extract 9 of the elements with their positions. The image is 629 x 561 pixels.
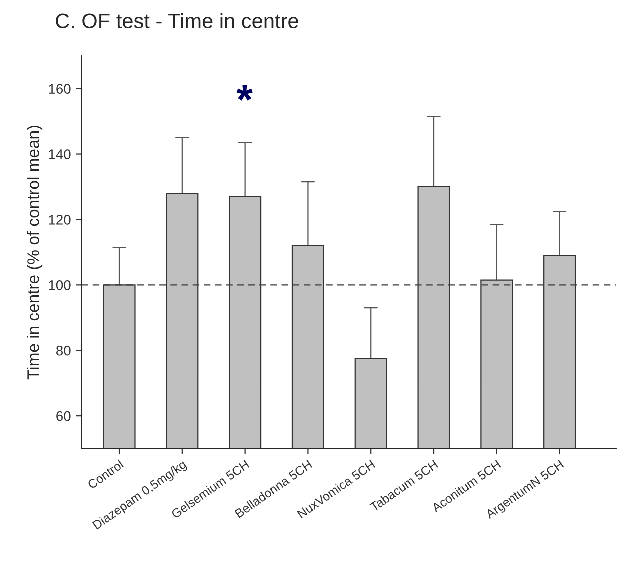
- y-tick-label: 120: [49, 215, 71, 225]
- annotation: *: [236, 85, 253, 101]
- y-tick-label: 60: [56, 411, 71, 422]
- chart-title: C. OF test - Time in centre: [56, 13, 298, 29]
- y-axis-title: Time in centre (% of control mean): [27, 126, 43, 380]
- y-tick-label: 140: [49, 150, 71, 160]
- y-tick-label: 80: [56, 346, 71, 356]
- y-tick-label: 100: [49, 280, 71, 290]
- y-tick-label: 160: [49, 84, 71, 94]
